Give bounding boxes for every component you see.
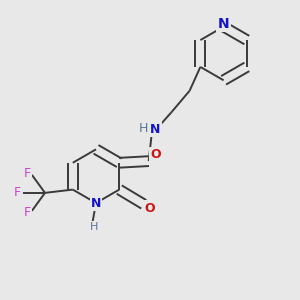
Text: N: N (218, 17, 230, 31)
Text: F: F (23, 206, 31, 219)
Text: F: F (13, 186, 20, 200)
Text: H: H (139, 122, 148, 135)
Text: N: N (91, 197, 101, 210)
Text: H: H (90, 222, 99, 232)
Text: O: O (144, 202, 155, 215)
Text: F: F (23, 167, 31, 180)
Text: N: N (150, 123, 160, 136)
Text: O: O (150, 148, 160, 161)
